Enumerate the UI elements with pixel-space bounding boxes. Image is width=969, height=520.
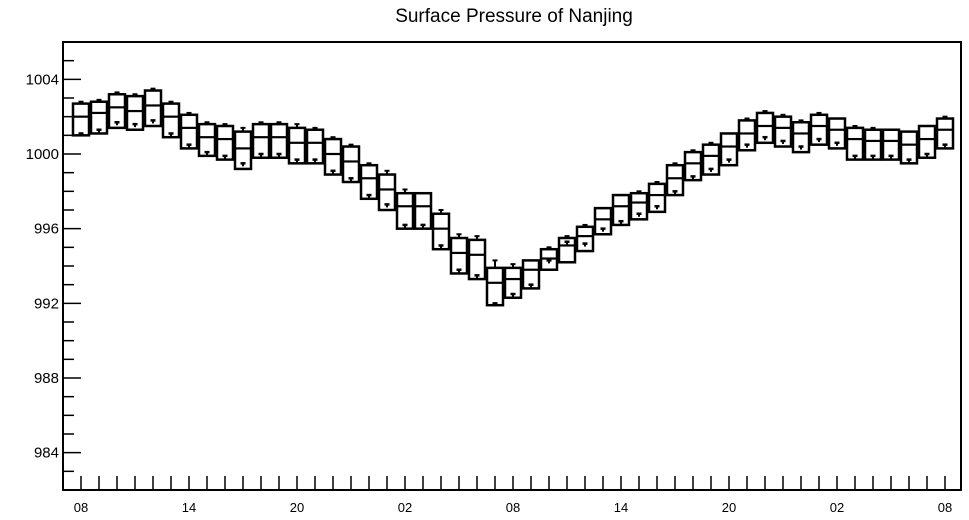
y-axis: 984 988 992 996 1000 1004: [26, 41, 81, 491]
box-body: [395, 191, 415, 230]
box-body: [413, 191, 433, 230]
box-mark: [305, 126, 325, 165]
box-mark: [665, 162, 685, 197]
box-mark: [773, 113, 793, 148]
box-mark: [125, 93, 145, 131]
box-body: [449, 236, 469, 275]
box-body: [287, 126, 307, 165]
box-mark: [215, 123, 235, 161]
chart-title: Surface Pressure of Nanjing: [395, 6, 633, 27]
y-tick-label: 1000: [26, 146, 59, 163]
box-body: [575, 225, 595, 253]
box-mark: [845, 125, 865, 161]
box-series: [71, 87, 955, 307]
box-mark: [539, 246, 559, 271]
box-mark: [107, 91, 127, 130]
box-body: [161, 102, 181, 139]
box-body: [323, 137, 343, 176]
box-mark: [899, 130, 919, 165]
x-tick-label: 20: [722, 500, 736, 515]
box-mark: [557, 235, 577, 264]
box-mark: [701, 141, 721, 176]
box-mark: [827, 117, 847, 150]
box-mark: [179, 111, 199, 150]
box-mark: [287, 123, 307, 165]
box-mark: [161, 100, 181, 139]
y-tick-label: 1004: [26, 71, 59, 88]
box-mark: [233, 126, 253, 171]
box-mark: [359, 162, 379, 201]
x-tick-label: 02: [398, 500, 412, 515]
box-mark: [377, 169, 397, 212]
box-mark: [881, 128, 901, 161]
x-tick-label: 02: [830, 500, 844, 515]
box-body: [215, 124, 235, 161]
box-mark: [629, 190, 649, 221]
box-mark: [755, 110, 775, 145]
box-body: [359, 163, 379, 201]
box-mark: [71, 100, 91, 137]
box-body: [251, 122, 271, 159]
box-body: [71, 102, 91, 137]
x-tick-label: 14: [182, 500, 196, 515]
box-mark: [863, 126, 883, 161]
box-mark: [809, 111, 829, 146]
box-mark: [917, 124, 937, 159]
box-body: [431, 212, 451, 251]
box-mark: [467, 235, 487, 281]
box-mark: [719, 132, 739, 167]
box-mark: [791, 119, 811, 154]
box-mark: [197, 121, 217, 158]
box-mark: [611, 193, 631, 227]
box-body: [485, 266, 505, 307]
y-tick-label: 984: [34, 445, 59, 462]
box-mark: [323, 136, 343, 176]
box-mark: [341, 143, 361, 184]
x-tick-label: 08: [938, 500, 952, 515]
box-mark: [269, 121, 289, 159]
x-tick-label: 08: [506, 500, 520, 515]
box-mark: [683, 149, 703, 182]
box-mark: [251, 121, 271, 159]
box-mark: [935, 115, 955, 150]
y-tick-label: 988: [34, 370, 59, 387]
box-mark: [485, 259, 505, 307]
box-mark: [449, 233, 469, 275]
box-mark: [413, 191, 433, 230]
y-tick-label: 996: [34, 221, 59, 238]
box-body: [305, 128, 325, 165]
box-mark: [593, 206, 613, 236]
box-body: [467, 238, 487, 281]
box-mark: [395, 188, 415, 230]
box-mark: [575, 223, 595, 253]
box-mark: [737, 117, 757, 152]
box-mark: [143, 87, 163, 128]
x-tick-label: 14: [614, 500, 628, 515]
box-body: [269, 122, 289, 159]
box-mark: [521, 259, 541, 290]
box-body: [341, 145, 361, 184]
box-mark: [89, 98, 109, 135]
x-tick-label: 20: [290, 500, 304, 515]
box-mark: [431, 209, 451, 251]
x-tick-label: 08: [74, 500, 88, 515]
box-mark: [503, 263, 523, 299]
x-axis: 08 14 20 02 08 14 20 02 08: [74, 476, 952, 515]
y-tick-label: 992: [34, 295, 59, 312]
box-mark: [647, 181, 667, 214]
box-body: [179, 113, 199, 150]
